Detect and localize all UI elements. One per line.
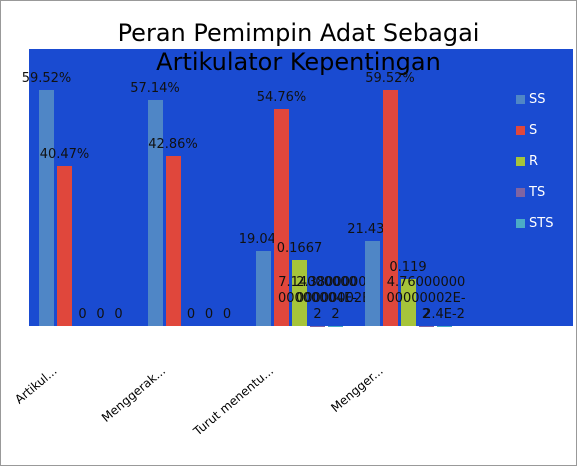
bar [382,90,398,326]
x-tick-label: Mengger... [327,363,386,416]
data-label: 57.14% [130,80,180,96]
data-label: 54.76% [256,90,307,106]
data-label: 0 [186,307,196,322]
legend-label: S [529,123,538,138]
x-tick-label: Menggerak... [98,363,168,425]
data-label: 0 [96,307,105,322]
bar [364,241,380,326]
legend-label: TS [529,185,546,200]
legend-swatch [516,157,525,166]
bar [165,156,181,326]
legend-swatch [516,188,525,197]
bar [256,250,271,326]
bar [39,90,54,326]
bar [147,99,163,326]
x-tick-label: Turut menentu... [190,363,277,439]
data-label: 0 [114,307,123,322]
bar [274,109,289,326]
bar [400,278,416,326]
data-label: 0 [222,307,232,322]
legend-label: SS [529,92,546,107]
legend-swatch [516,219,525,228]
legend-label: STS [529,216,554,231]
data-label: 0.119 [389,259,427,275]
data-label: 59.52% [21,71,72,87]
data-label: 0 [78,307,87,322]
data-label: 40.47% [39,146,90,162]
x-tick-label: Artikul... [12,363,60,407]
chart-title: Peran Pemimpin Adat Sebagai Artikulator … [117,19,480,76]
data-label: 2.3800000000000002E-2 [295,274,376,322]
data-label: 42.86% [148,137,198,153]
bar [292,260,307,326]
data-label: 2.4E-2 [423,306,465,322]
data-label: 7.1400000000000004E-2 [277,274,358,322]
data-label: 59.52% [365,71,415,87]
legend-swatch [516,95,525,104]
legend-swatch [516,126,525,135]
data-label: 0.1667 [276,241,323,257]
legend-label: R [529,154,539,169]
data-label: 4.7600000000000002E-2 [386,274,466,322]
data-label: 21.43% [347,222,397,238]
bar [57,165,72,326]
data-label: 0 [204,307,214,322]
